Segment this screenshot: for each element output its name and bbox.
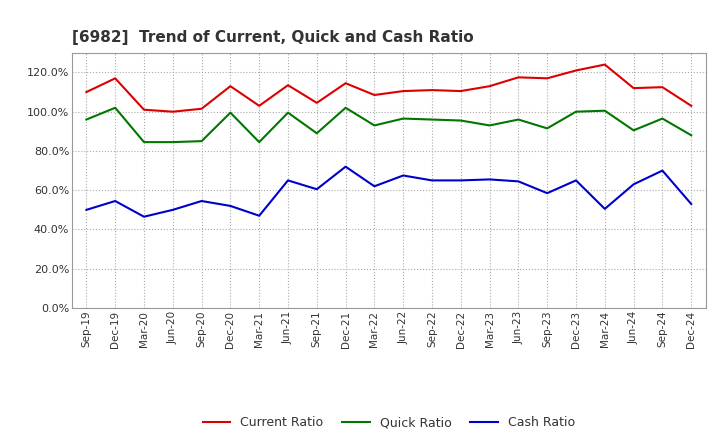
Current Ratio [600, 62, 609, 67]
Cash Ratio [399, 173, 408, 178]
Quick Ratio [456, 118, 465, 123]
Cash Ratio [543, 191, 552, 196]
Current Ratio [82, 89, 91, 95]
Quick Ratio [543, 126, 552, 131]
Line: Current Ratio: Current Ratio [86, 65, 691, 112]
Cash Ratio [111, 198, 120, 204]
Cash Ratio [600, 206, 609, 212]
Quick Ratio [168, 139, 177, 145]
Quick Ratio [284, 110, 292, 115]
Legend: Current Ratio, Quick Ratio, Cash Ratio: Current Ratio, Quick Ratio, Cash Ratio [198, 411, 580, 434]
Current Ratio [111, 76, 120, 81]
Current Ratio [514, 75, 523, 80]
Current Ratio [226, 84, 235, 89]
Quick Ratio [687, 132, 696, 138]
Cash Ratio [312, 187, 321, 192]
Current Ratio [572, 68, 580, 73]
Cash Ratio [197, 198, 206, 204]
Cash Ratio [658, 168, 667, 173]
Cash Ratio [341, 164, 350, 169]
Cash Ratio [485, 177, 494, 182]
Cash Ratio [572, 178, 580, 183]
Quick Ratio [658, 116, 667, 121]
Quick Ratio [572, 109, 580, 114]
Text: [6982]  Trend of Current, Quick and Cash Ratio: [6982] Trend of Current, Quick and Cash … [72, 29, 474, 45]
Cash Ratio [687, 202, 696, 207]
Cash Ratio [284, 178, 292, 183]
Cash Ratio [226, 203, 235, 209]
Cash Ratio [140, 214, 148, 220]
Current Ratio [658, 84, 667, 90]
Current Ratio [284, 83, 292, 88]
Quick Ratio [111, 105, 120, 110]
Current Ratio [543, 76, 552, 81]
Cash Ratio [456, 178, 465, 183]
Line: Cash Ratio: Cash Ratio [86, 167, 691, 217]
Current Ratio [399, 88, 408, 94]
Quick Ratio [82, 117, 91, 122]
Quick Ratio [370, 123, 379, 128]
Quick Ratio [255, 139, 264, 145]
Cash Ratio [255, 213, 264, 218]
Current Ratio [341, 81, 350, 86]
Cash Ratio [370, 183, 379, 189]
Current Ratio [629, 85, 638, 91]
Current Ratio [428, 88, 436, 93]
Cash Ratio [514, 179, 523, 184]
Current Ratio [255, 103, 264, 108]
Quick Ratio [341, 105, 350, 110]
Quick Ratio [140, 139, 148, 145]
Line: Quick Ratio: Quick Ratio [86, 108, 691, 142]
Quick Ratio [514, 117, 523, 122]
Quick Ratio [226, 110, 235, 115]
Cash Ratio [629, 182, 638, 187]
Quick Ratio [399, 116, 408, 121]
Cash Ratio [428, 178, 436, 183]
Quick Ratio [629, 128, 638, 133]
Current Ratio [140, 107, 148, 112]
Cash Ratio [82, 207, 91, 213]
Quick Ratio [485, 123, 494, 128]
Current Ratio [370, 92, 379, 98]
Current Ratio [197, 106, 206, 111]
Quick Ratio [600, 108, 609, 114]
Cash Ratio [168, 207, 177, 213]
Current Ratio [168, 109, 177, 114]
Current Ratio [485, 84, 494, 89]
Quick Ratio [428, 117, 436, 122]
Quick Ratio [312, 131, 321, 136]
Quick Ratio [197, 139, 206, 144]
Current Ratio [456, 88, 465, 94]
Current Ratio [687, 103, 696, 108]
Current Ratio [312, 100, 321, 106]
